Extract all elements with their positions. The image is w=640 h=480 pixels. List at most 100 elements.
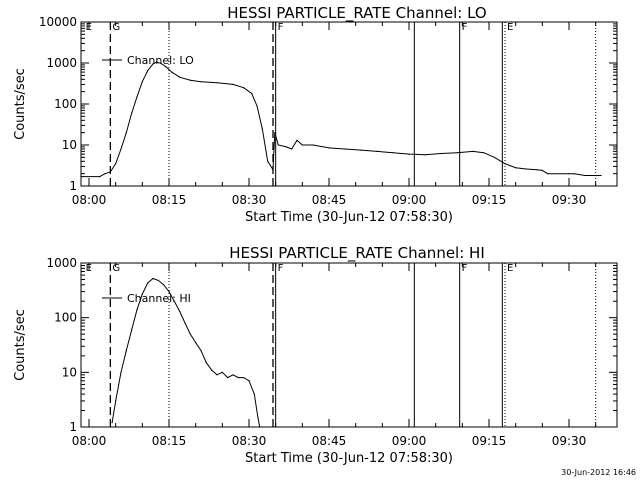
data-point [328,147,330,149]
y-tick-label: 10 [62,365,77,379]
y-axis-label: Counts/sec [13,309,28,381]
data-point [536,169,538,171]
data-point [243,87,245,89]
y-tick-label: 100 [54,97,77,111]
data-point [515,167,517,169]
y-tick-label: 10 [62,138,77,152]
data-point [525,168,527,170]
data-point [541,169,543,171]
data-point [483,152,485,154]
data-point [104,173,106,175]
data-point [344,148,346,150]
chart-hi-channel: HESSI PARTICLE_RATE Channel: HI 1 10 100 100… [13,244,618,466]
print-timestamp: 30-Jun-2012 16:46 [561,468,636,477]
data-point [301,144,303,146]
data-point [111,422,113,424]
time-marker-flag: E [507,22,513,33]
data-point [237,377,239,379]
x-tick-label: 09:15 [472,193,507,207]
data-point [251,92,253,95]
data-point [189,79,191,81]
x-tick-label: 08:45 [312,193,347,207]
data-point [253,393,255,395]
plot-frame [80,262,618,428]
data-point [584,174,586,177]
data-point [392,152,394,154]
data-point [232,374,234,376]
data-point [205,362,207,364]
data-point [141,293,143,295]
data-point [136,309,138,311]
data-point [131,112,133,114]
time-marker-flag: G [112,263,120,274]
data-point [147,70,149,72]
series-line [111,277,261,428]
data-point [456,152,458,154]
data-point [408,153,410,155]
data-point [115,163,117,165]
data-point [424,154,426,156]
data-point [152,63,154,65]
x-tick-label: 08:45 [312,434,347,448]
x-tick-label: 08:30 [232,434,267,448]
data-point [179,310,181,312]
data-point [156,61,158,63]
data-point [440,152,442,155]
x-tick-label: 08:00 [72,434,107,448]
time-marker-flag: E [86,263,92,274]
data-point [291,148,293,150]
data-point [493,156,495,158]
data-point [227,377,229,379]
data-point [195,342,197,344]
data-point [568,173,570,175]
x-axis-label: Start Time (30-Jun-12 07:58:30) [245,210,453,225]
y-tick-label: 1000 [46,256,77,270]
x-tick-label: 08:15 [152,434,187,448]
chart-lo-channel: HESSI PARTICLE_RATE Channel: LO 1 10 100 100… [13,4,618,225]
time-marker-flag: F [462,263,468,274]
data-point [472,150,474,152]
x-tick-label: 09:00 [392,434,427,448]
series-line [81,61,601,178]
legend-label: Channel: HI [127,292,191,305]
data-point [267,160,269,162]
data-point [165,66,167,68]
y-tick-label: 10000 [39,15,77,29]
y-tick-label: 100 [54,311,77,325]
time-marker-flag: F [278,263,284,274]
y-tick-label: 1 [69,420,77,434]
data-point [200,350,202,352]
x-tick-label: 08:00 [72,193,107,207]
x-tick-label: 08:30 [232,193,267,207]
data-point [376,150,378,152]
data-point [504,163,506,165]
data-point [257,416,259,418]
data-point [261,128,263,130]
data-point [131,329,133,331]
data-point [152,277,154,280]
chart-title: HESSI PARTICLE_RATE Channel: LO [227,4,486,23]
data-point [243,377,245,379]
plot-frame [80,21,618,187]
time-marker-flag: E [86,22,92,33]
data-point [274,132,276,134]
data-point [221,371,223,373]
data-point [360,149,362,151]
data-point [248,380,250,382]
data-point [256,105,258,107]
x-axis-label: Start Time (30-Jun-12 07:58:30) [245,451,453,466]
data-point [296,139,298,141]
data-point [312,144,314,146]
y-tick-label: 1000 [46,56,77,70]
data-point [125,350,127,352]
data-point [184,322,186,324]
data-point [232,83,234,85]
y-tick-label: 1 [69,179,77,193]
data-point [125,132,127,134]
x-tick-label: 09:00 [392,193,427,207]
data-point [120,371,122,373]
x-tick-label: 09:30 [552,193,587,207]
data-point [173,300,175,302]
x-tick-label: 08:15 [152,193,187,207]
